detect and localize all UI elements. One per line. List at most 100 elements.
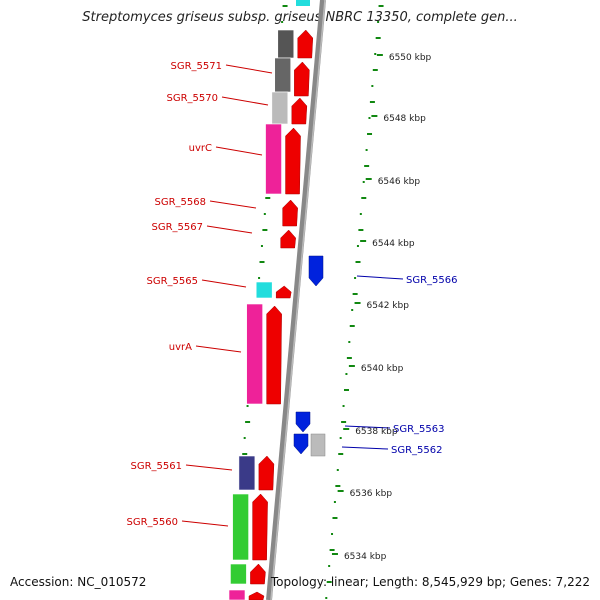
forward-gene-arrow (297, 29, 314, 59)
tick-mark (281, 21, 284, 23)
gene-label-left: uvrC (189, 143, 212, 154)
gene-block (274, 57, 292, 93)
forward-gene-arrow (280, 229, 296, 249)
tick-mark (329, 549, 335, 551)
gene-features (228, 0, 326, 600)
tick-mark (282, 5, 288, 7)
tick-mark (332, 517, 338, 519)
forward-gene-arrow (250, 563, 266, 585)
scale-label: 6540 kbp (361, 364, 404, 374)
tick-mark (351, 309, 354, 311)
gene-label-right: SGR_5566 (406, 275, 458, 286)
tick-mark (364, 165, 370, 167)
tick-mark (356, 245, 359, 247)
tick-mark (369, 101, 375, 103)
gene-label-left: SGR_5570 (167, 93, 219, 104)
tick-mark (338, 453, 344, 455)
gene-label-left: SGR_5561 (131, 461, 183, 472)
tick-mark (377, 21, 380, 23)
scale-labels: 6550 kbp 6548 kbp 6546 kbp 6544 kbp 6542 kbp… (331, 53, 432, 562)
forward-gene-arrow (248, 591, 265, 600)
forward-gene-arrow (275, 285, 292, 299)
gene-block (271, 91, 289, 125)
gene-block (238, 455, 256, 491)
scale-label: 6546 kbp (378, 177, 421, 187)
gene-block (230, 563, 247, 585)
tick-mark (375, 37, 381, 39)
gene-label-left: SGR_5568 (155, 197, 207, 208)
tick-mark (342, 405, 345, 407)
accession-text: Accession: NC_010572 (10, 575, 147, 589)
tick-mark (371, 85, 374, 87)
reverse-gene-arrow (293, 433, 309, 455)
map-title: Streptomyces griseus subsp. griseus NBRC… (82, 10, 518, 25)
tick-mark (341, 421, 347, 423)
gene-label-left: uvrA (169, 342, 192, 353)
gene-label-right: SGR_5562 (391, 445, 443, 456)
tick-mark (326, 581, 332, 583)
tick-mark (246, 405, 249, 407)
tick-mark (331, 533, 334, 535)
tick-mark (335, 485, 341, 487)
tick-mark (349, 325, 355, 327)
tick-mark (368, 117, 371, 119)
tick-mark (242, 453, 248, 455)
tick-mark (378, 5, 384, 7)
tick-mark (362, 181, 365, 183)
reverse-gene-arrow (295, 411, 311, 433)
tick-mark (345, 373, 348, 375)
forward-gene-arrow (282, 199, 298, 227)
forward-gene-arrow (294, 61, 310, 97)
gene-block (228, 589, 246, 600)
tick-mark (336, 469, 339, 471)
tick-mark (333, 501, 336, 503)
tick-mark (359, 213, 362, 215)
tick-mark (367, 133, 373, 135)
tick-mark (258, 277, 261, 279)
gene-label-left: SGR_5565 (147, 276, 199, 287)
tick-mark (374, 53, 377, 55)
gene-block (296, 0, 310, 6)
gene-labels: SGR_5571 SGR_5570 uvrC SGR_5568 SGR_5567 SGR_… (127, 61, 458, 528)
reverse-gene-arrow (308, 255, 324, 287)
gene-block (255, 281, 273, 299)
gene-label-right: SGR_5563 (393, 424, 445, 435)
gene-block (310, 433, 326, 457)
tick-mark (343, 389, 349, 391)
gene-label-left: SGR_5571 (171, 61, 223, 72)
scale-label: 6538 kbp (355, 427, 398, 437)
tick-mark (263, 213, 266, 215)
scale-label: 6548 kbp (383, 114, 426, 124)
forward-gene-arrow (252, 493, 268, 561)
tick-mark (325, 597, 328, 599)
tick-mark (243, 437, 246, 439)
scale-label: 6536 kbp (350, 489, 393, 499)
gene-label-left: SGR_5560 (127, 517, 179, 528)
forward-gene-arrow (266, 305, 282, 405)
tick-mark (352, 293, 358, 295)
tick-mark (346, 357, 352, 359)
forward-gene-arrow (291, 97, 308, 125)
tick-mark (339, 437, 342, 439)
tick-mark (372, 69, 378, 71)
scale-label: 6534 kbp (344, 552, 387, 562)
gene-block (232, 493, 249, 561)
tick-mark (262, 229, 268, 231)
tick-mark (358, 229, 364, 231)
tick-mark (355, 261, 361, 263)
topology-text: Topology: linear; Length: 8,545,929 bp; … (270, 575, 590, 589)
gene-block (246, 303, 263, 405)
tick-mark (361, 197, 367, 199)
gene-block (265, 123, 282, 195)
tick-mark (354, 277, 357, 279)
backbone (266, 0, 326, 600)
tick-mark (365, 149, 368, 151)
tick-mark (328, 565, 331, 567)
forward-gene-arrow (258, 455, 275, 491)
backbone-line (266, 0, 326, 600)
tick-mark (265, 197, 271, 199)
gene-label-left: SGR_5567 (152, 222, 204, 233)
tick-mark (245, 421, 251, 423)
scale-label: 6544 kbp (372, 239, 415, 249)
